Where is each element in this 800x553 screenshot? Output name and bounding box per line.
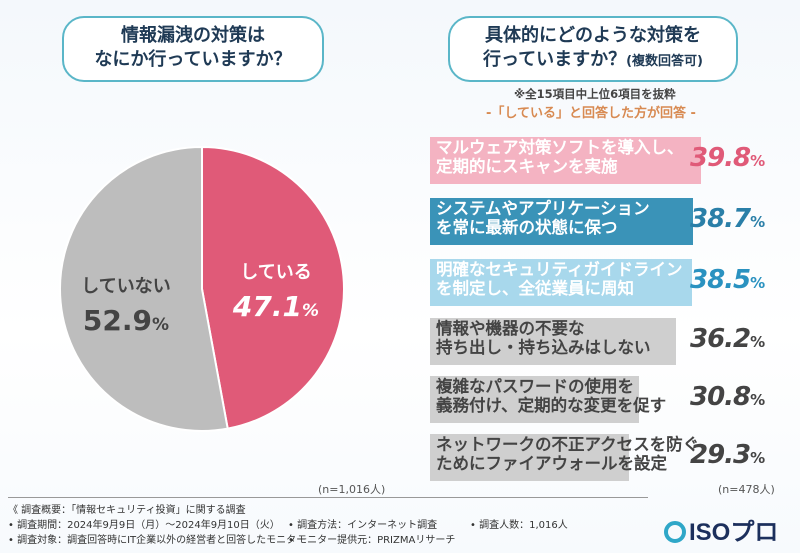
pie-slice-doing bbox=[201, 145, 345, 430]
bar-sample-size: (n=478人) bbox=[718, 483, 775, 496]
survey-period: • 調査期間：2024年9月9日（月）～2024年9月10日（火） bbox=[8, 520, 280, 531]
bar-question-box: 具体的にどのような対策を 行っていますか？(複数回答可) bbox=[448, 16, 738, 82]
pie-slice-not-doing bbox=[59, 145, 229, 432]
bar-label-line2: 定期的にスキャンを実施 bbox=[436, 156, 618, 176]
survey-count: • 調査人数：1,016人 bbox=[470, 520, 568, 531]
logo-ring-icon bbox=[664, 521, 686, 543]
bar-label-line2: 義務付け、定期的な変更を促す bbox=[436, 395, 667, 415]
isopro-logo: ISOプロ bbox=[664, 512, 778, 547]
top-items-note: ※全15項目中上位6項目を抜粋 bbox=[514, 87, 676, 101]
bar-value: 38.7% bbox=[690, 204, 765, 234]
pie-sample-size: (n=1,016人) bbox=[318, 483, 386, 496]
bar-4: 情報や機器の不要な 持ち出し・持ち込みはしない bbox=[430, 318, 677, 365]
footer-divider bbox=[8, 497, 648, 498]
bar-value: 38.5% bbox=[690, 265, 765, 295]
survey-target: • 調査対象：調査回答時にIT企業以外の経営者と回答したモニター bbox=[8, 535, 307, 546]
bar-label-line1: ネットワークの不正アクセスを防ぐ bbox=[436, 435, 700, 454]
answered-note: -「している」と回答した方が回答 - bbox=[486, 106, 696, 121]
bar-6: ネットワークの不正アクセスを防ぐ ためにファイアウォールを設定 bbox=[430, 434, 700, 481]
bar-3: 明確なセキュリティガイドライン を制定し、全従業員に周知 bbox=[430, 259, 692, 306]
bar-label-line2: を制定し、全従業員に周知 bbox=[436, 278, 634, 298]
pie-question-line2: なにか行っていますか？ bbox=[94, 49, 292, 71]
bar-question-line1: 具体的にどのような対策を bbox=[485, 25, 701, 46]
logo-text: ISOプロ bbox=[689, 519, 779, 546]
bar-label-line1: システムやアプリケーション bbox=[436, 199, 650, 218]
bar-label-line1: 情報や機器の不要な bbox=[436, 319, 585, 338]
bar-label-line2: を常に最新の状態に保つ bbox=[436, 217, 618, 237]
bar-5: 複雑なパスワードの使用を 義務付け、定期的な変更を促す bbox=[430, 376, 667, 423]
bar-label-line1: 明確なセキュリティガイドライン bbox=[436, 260, 683, 279]
pie-slice-label: している bbox=[240, 262, 311, 283]
bar-value: 39.8% bbox=[690, 143, 765, 173]
bar-value: 30.8% bbox=[690, 382, 765, 412]
bar-label-line1: 複雑なパスワードの使用を bbox=[436, 377, 634, 396]
bar-2: システムやアプリケーション を常に最新の状態に保つ bbox=[430, 198, 694, 245]
bar-1: マルウェア対策ソフトを導入し、 定期的にスキャンを実施 bbox=[430, 137, 701, 184]
bar-value: 36.2% bbox=[690, 324, 765, 354]
bar-question-line2: 行っていますか？ bbox=[483, 49, 627, 71]
pie-question-box: 情報漏洩の対策は なにか行っていますか？ bbox=[62, 16, 324, 82]
survey-summary: 《 調査概要：「情報セキュリティ投資」に関する調査 bbox=[8, 505, 246, 516]
survey-provider: • モニター提供元：PRIZMAリサーチ bbox=[288, 535, 456, 546]
bar-question-suffix: (複数回答可) bbox=[626, 54, 703, 70]
bar-label-line2: 持ち出し・持ち込みはしない bbox=[436, 337, 651, 357]
bar-value: 29.3% bbox=[690, 440, 765, 470]
bar-label-line2: ためにファイアウォールを設定 bbox=[436, 453, 667, 473]
pie-slice-label: していない bbox=[81, 276, 170, 297]
pie-question-line1: 情報漏洩の対策は bbox=[121, 25, 265, 46]
survey-method: • 調査方法：インターネット調査 bbox=[288, 520, 438, 531]
bar-label-line1: マルウェア対策ソフトを導入し、 bbox=[436, 138, 684, 157]
